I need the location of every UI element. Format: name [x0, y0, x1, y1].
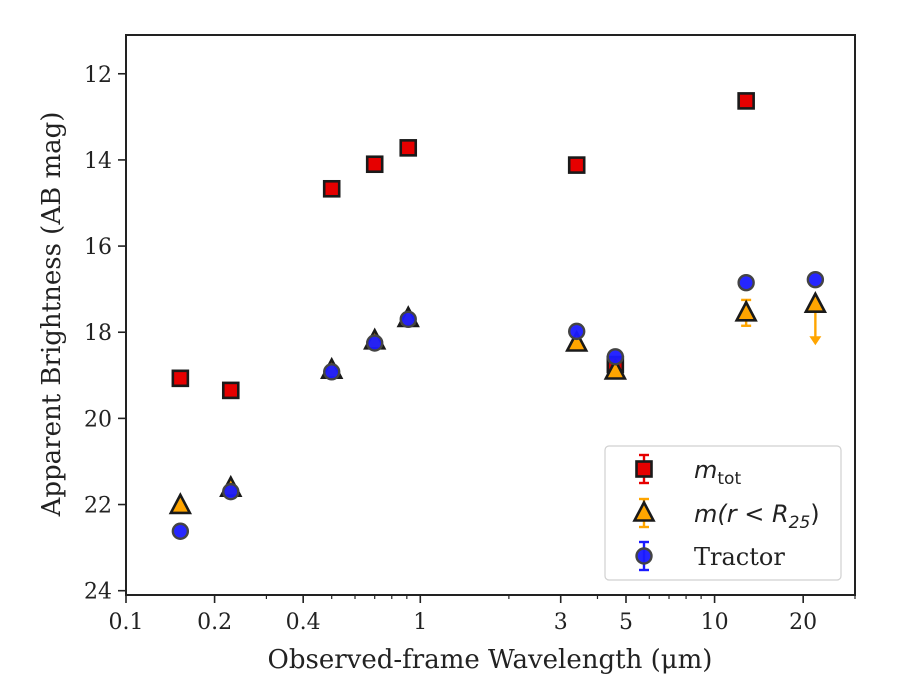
legend-entry: Tractor: [635, 540, 785, 572]
axes: 0.1 0.2 0.4 1 3 5 10 20 12 14 16 18 20 22 24: [84, 34, 856, 635]
data-point: [366, 334, 384, 352]
data-point: [737, 273, 755, 292]
x-tick-label: 0.2: [197, 610, 232, 635]
data-point: [171, 369, 190, 388]
x-axis-label: Observed-frame Wavelength (μm): [268, 645, 713, 675]
x-tick-label: 20: [789, 610, 817, 635]
limit-arrow: [809, 336, 822, 346]
legend-label: m(r < R25): [694, 500, 820, 533]
legend-entry: m(r < R25): [632, 497, 820, 533]
legend-box: [604, 445, 842, 581]
legend-marker: [635, 547, 653, 565]
legend-label: mtot: [694, 456, 741, 489]
data-point: [606, 348, 625, 366]
data-point: [603, 357, 627, 380]
axes-frame: [125, 34, 856, 596]
legend-label: Tractor: [694, 543, 785, 571]
legend-marker: [635, 460, 653, 478]
series-square: [171, 92, 755, 400]
data-point: [168, 492, 193, 515]
y-axis-label: Apparent Brightness (AB mag): [37, 112, 67, 518]
y-tick-label: 16: [84, 235, 112, 260]
data-point: [806, 270, 825, 289]
data-point: [365, 155, 384, 174]
data-point: [171, 522, 190, 540]
y-tick-label: 20: [84, 407, 112, 432]
plot-area: [168, 92, 828, 540]
data-point: [323, 363, 341, 381]
y-tick-label: 14: [84, 149, 112, 174]
data-point: [221, 381, 240, 400]
data-point: [803, 290, 828, 314]
data-point: [567, 156, 586, 174]
series-circle: [171, 270, 825, 540]
x-tick-label: 10: [701, 610, 729, 635]
data-point: [222, 482, 240, 501]
legend-entry: mtot: [635, 453, 741, 489]
x-tick-label: 1: [413, 610, 427, 635]
data-point: [737, 92, 755, 110]
data-point: [565, 329, 589, 352]
data-point: [734, 299, 758, 322]
x-tick-label: 0.4: [286, 610, 321, 635]
data-point: [399, 139, 418, 157]
legend: mtot m(r < R25) Tractor: [604, 445, 842, 581]
data-point: [399, 310, 417, 329]
y-tick-label: 18: [84, 321, 112, 346]
y-tick-label: 24: [84, 580, 112, 605]
legend-marker: [632, 499, 656, 522]
y-tick-label: 12: [84, 63, 112, 88]
y-tick-label: 22: [84, 494, 112, 519]
x-tick-label: 3: [554, 610, 568, 635]
data-point: [322, 179, 341, 198]
x-tick-label: 0.1: [109, 610, 144, 635]
x-tick-label: 5: [619, 610, 633, 635]
data-point: [568, 322, 586, 341]
